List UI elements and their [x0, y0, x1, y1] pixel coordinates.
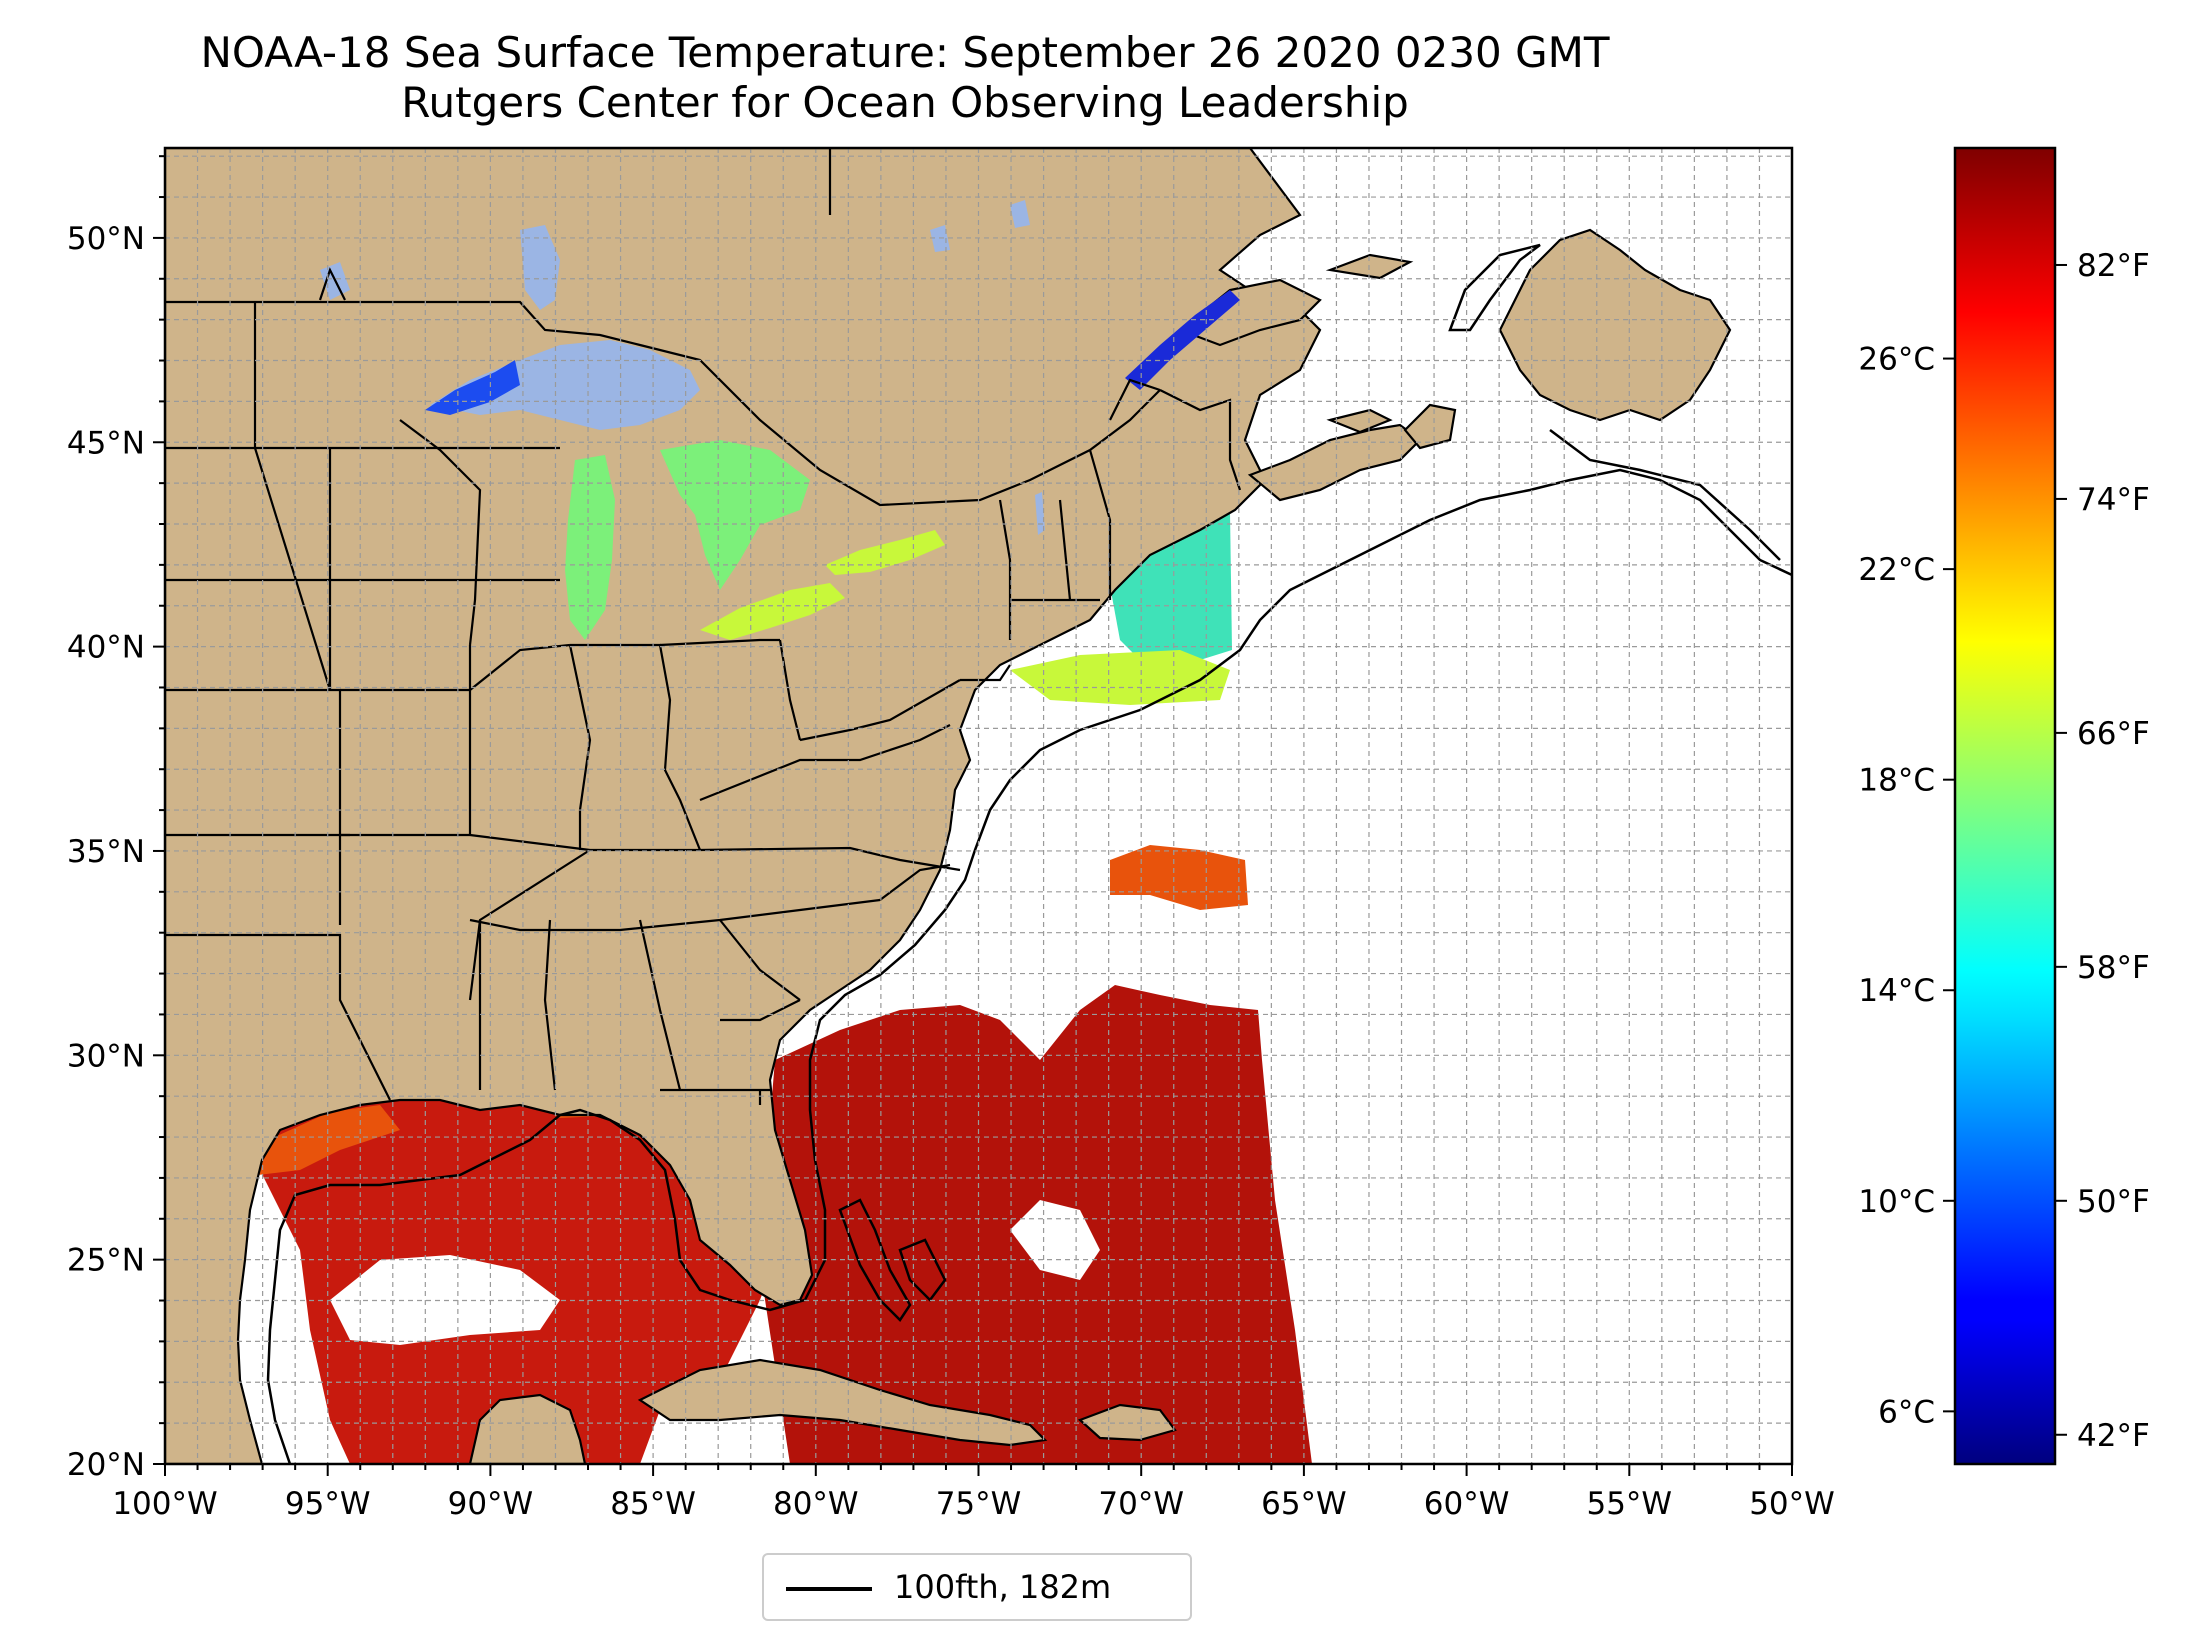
lat-tick-label: 50°N: [67, 221, 145, 257]
offshore-sst-patch: [1110, 845, 1248, 910]
axis-ticks: 100°W 95°W 90°W 85°W 80°W 75°W 70°W 65°W 60°W 55°…: [67, 155, 1835, 1522]
lon-tick-label: 50°W: [1749, 1486, 1835, 1522]
grid-lines: [165, 148, 1792, 1464]
celsius-tick-label: 26°C: [1858, 342, 1935, 378]
lat-tick-label: 25°N: [67, 1243, 145, 1279]
gulf-coastal-sst: [258, 1105, 400, 1175]
colorbar-ticks: 6°C 10°C 14°C 18°C 22°C 26°C 42°F 50°F 58°F 66°F 7…: [1858, 248, 2149, 1454]
colorbar: [1953, 146, 2057, 1466]
lake-winnipeg: [520, 225, 560, 310]
isobath-newfoundland: [1448, 243, 1541, 332]
celsius-tick-label: 14°C: [1858, 973, 1935, 1009]
fahrenheit-tick-label: 42°F: [2077, 1418, 2150, 1454]
lon-tick-label: 70°W: [1098, 1486, 1184, 1522]
hispaniola-land: [1077, 1403, 1177, 1442]
pei-land: [1326, 408, 1393, 434]
celsius-tick-label: 6°C: [1878, 1394, 1935, 1430]
map-subtitle: Rutgers Center for Ocean Observing Leade…: [401, 78, 1409, 127]
lat-tick-label: 30°N: [67, 1038, 145, 1074]
lon-tick-label: 65°W: [1261, 1486, 1347, 1522]
cape-breton-land: [1403, 403, 1457, 450]
northeast-sst-patch: [1108, 512, 1232, 660]
bahamas-outline: [838, 1198, 947, 1322]
fahrenheit-tick-label: 66°F: [2077, 716, 2150, 752]
lake-superior: [430, 340, 700, 430]
cuba-land: [637, 1358, 1048, 1447]
fahrenheit-tick-label: 82°F: [2077, 248, 2150, 284]
lon-tick-label: 100°W: [112, 1486, 217, 1522]
fahrenheit-tick-label: 74°F: [2077, 482, 2150, 518]
lat-tick-label: 20°N: [67, 1447, 145, 1483]
lon-tick-label: 55°W: [1586, 1486, 1672, 1522]
lon-tick-label: 95°W: [285, 1486, 371, 1522]
lon-tick-label: 80°W: [773, 1486, 859, 1522]
lat-tick-label: 45°N: [67, 425, 145, 461]
lake-michigan: [565, 455, 615, 640]
lon-tick-label: 90°W: [448, 1486, 534, 1522]
lake-huron: [660, 440, 810, 590]
legend-isobath-line: [786, 1587, 872, 1591]
legend: 100fth, 182m: [762, 1553, 1192, 1621]
map-content: [165, 148, 1792, 1464]
lon-tick-label: 85°W: [610, 1486, 696, 1522]
celsius-tick-label: 10°C: [1858, 1184, 1935, 1220]
north-america-land: [165, 148, 1322, 1464]
lon-tick-label: 60°W: [1424, 1486, 1510, 1522]
lake-erie: [700, 583, 845, 640]
lon-tick-label: 75°W: [936, 1486, 1022, 1522]
state-borders: [165, 148, 1242, 1105]
anticosti-land: [1325, 253, 1414, 280]
legend-label: 100fth, 182m: [894, 1568, 1112, 1606]
isobath-grand-banks: [1549, 429, 1781, 561]
lake-ontario: [825, 530, 945, 575]
gaspe-land: [1177, 278, 1322, 347]
celsius-tick-label: 22°C: [1858, 552, 1935, 588]
isobath-100fth: [266, 468, 1792, 1464]
fahrenheit-tick-label: 58°F: [2077, 950, 2150, 986]
lat-tick-label: 40°N: [67, 630, 145, 666]
map-title: NOAA-18 Sea Surface Temperature: Septemb…: [200, 28, 1610, 77]
lat-tick-label: 35°N: [67, 834, 145, 870]
fahrenheit-tick-label: 50°F: [2077, 1184, 2150, 1220]
celsius-tick-label: 18°C: [1858, 763, 1935, 799]
st-lawrence-sst: [1125, 290, 1240, 390]
newfoundland-land: [1498, 228, 1732, 422]
